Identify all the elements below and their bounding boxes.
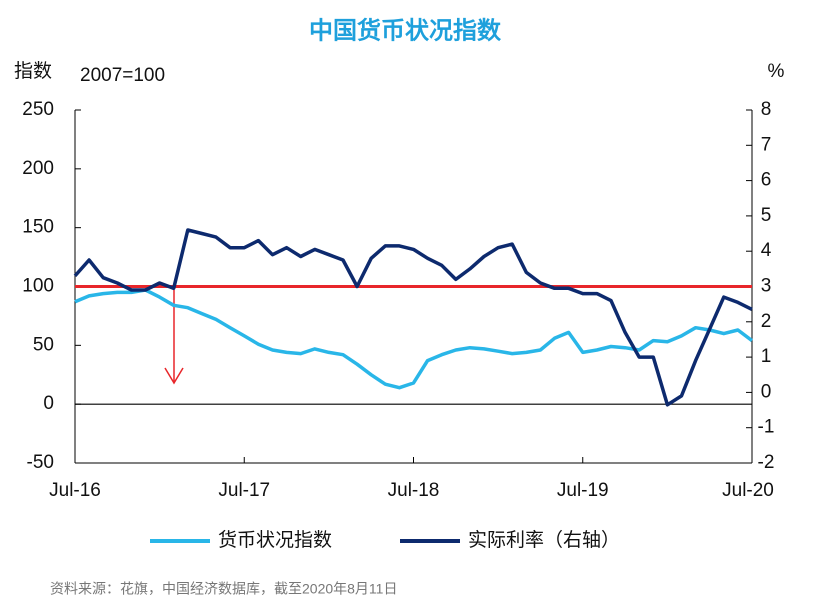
y2-tick-label: 0 xyxy=(761,381,772,402)
y2-tick-label: 7 xyxy=(761,134,772,155)
chart-title: 中国货币状况指数 xyxy=(309,16,502,44)
legend-label: 实际利率（右轴） xyxy=(468,529,620,551)
y2-tick-label: 4 xyxy=(761,240,772,261)
y-axis-label: 指数 xyxy=(14,60,52,82)
y2-tick-label: -1 xyxy=(758,417,775,438)
y-tick-label: 50 xyxy=(33,334,54,355)
y-tick-label: 200 xyxy=(22,158,54,179)
source-note: 资料来源：花旗，中国经济数据库，截至2020年8月11日 xyxy=(50,581,397,597)
series-line xyxy=(74,288,754,390)
x-tick-label: Jul-20 xyxy=(722,480,774,501)
y2-tick-label: 3 xyxy=(761,276,772,297)
y-tick-label: 250 xyxy=(22,99,54,120)
y-tick-label: -50 xyxy=(27,452,54,473)
y-tick-label: 0 xyxy=(43,393,54,414)
y2-tick-label: 5 xyxy=(761,205,772,226)
x-tick-label: Jul-18 xyxy=(388,480,440,501)
x-tick-label: Jul-19 xyxy=(557,480,609,501)
x-tick-label: Jul-17 xyxy=(218,480,270,501)
y-axis-note: 2007=100 xyxy=(80,65,165,86)
x-tick-label: Jul-16 xyxy=(49,480,101,501)
y-tick-label: 100 xyxy=(22,276,54,297)
y2-tick-label: 1 xyxy=(761,346,772,367)
y2-tick-label: 6 xyxy=(761,170,772,191)
y2-tick-label: 8 xyxy=(761,99,772,120)
y2-tick-label: 2 xyxy=(761,311,772,332)
y2-tick-label: -2 xyxy=(758,452,775,473)
y-tick-label: 150 xyxy=(22,217,54,238)
legend-label: 货币状况指数 xyxy=(218,529,332,551)
y2-axis-label: % xyxy=(768,61,785,82)
series-line xyxy=(73,228,753,407)
